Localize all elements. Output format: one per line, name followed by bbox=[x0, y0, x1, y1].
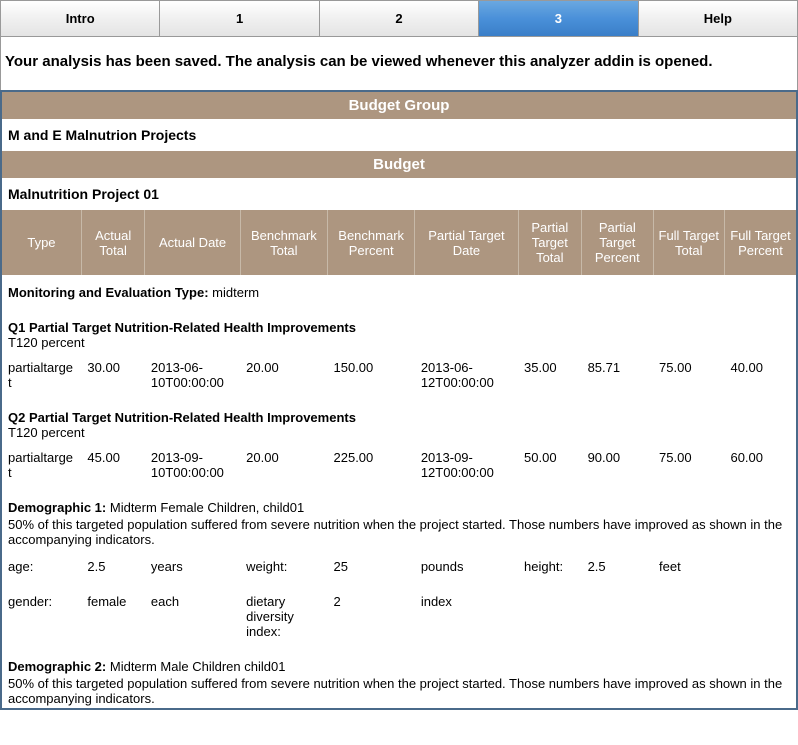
cell: partialtarget bbox=[2, 440, 81, 490]
cell: 20.00 bbox=[240, 440, 327, 490]
cell: 2013-09-12T00:00:00 bbox=[415, 440, 518, 490]
tab-3[interactable]: 3 bbox=[479, 1, 638, 36]
cell: height: bbox=[518, 549, 582, 584]
cell: 90.00 bbox=[582, 440, 653, 490]
cell: 2013-06-10T00:00:00 bbox=[145, 350, 240, 400]
cell: 20.00 bbox=[240, 350, 327, 400]
cell: 75.00 bbox=[653, 440, 724, 490]
cell: dietary diversity index: bbox=[240, 584, 327, 649]
budget-group-header: Budget Group bbox=[2, 92, 796, 119]
cell: feet bbox=[653, 549, 724, 584]
monitoring-label: Monitoring and Evaluation Type: bbox=[8, 285, 209, 300]
q1-title-row: Q1 Partial Target Nutrition-Related Heal… bbox=[2, 310, 796, 350]
cell: 225.00 bbox=[328, 440, 415, 490]
cell: years bbox=[145, 549, 240, 584]
q1-title: Q1 Partial Target Nutrition-Related Heal… bbox=[8, 320, 790, 335]
cell: weight: bbox=[240, 549, 327, 584]
cell: index bbox=[415, 584, 518, 649]
demo1-title: Midterm Female Children, child01 bbox=[110, 500, 304, 515]
demo2-title-row: Demographic 2: Midterm Male Children chi… bbox=[2, 649, 796, 708]
tab-2[interactable]: 2 bbox=[320, 1, 479, 36]
budget-group-title: M and E Malnutrion Projects bbox=[2, 119, 796, 151]
cell: 45.00 bbox=[81, 440, 145, 490]
cell: each bbox=[145, 584, 240, 649]
cell: 2.5 bbox=[582, 549, 653, 584]
cell: 2 bbox=[328, 584, 415, 649]
demo1-row1: age: 2.5 years weight: 25 pounds height:… bbox=[2, 549, 796, 584]
cell: 25 bbox=[328, 549, 415, 584]
cell bbox=[518, 584, 582, 649]
cell: 50.00 bbox=[518, 440, 582, 490]
cell: age: bbox=[2, 549, 81, 584]
cell: 40.00 bbox=[724, 350, 796, 400]
budget-header: Budget bbox=[2, 151, 796, 178]
cell: 2013-06-12T00:00:00 bbox=[415, 350, 518, 400]
data-table: Type Actual Total Actual Date Benchmark … bbox=[2, 210, 796, 708]
col-full-total: Full Target Total bbox=[653, 210, 724, 275]
col-type: Type bbox=[2, 210, 81, 275]
tab-intro[interactable]: Intro bbox=[1, 1, 160, 36]
demo1-title-row: Demographic 1: Midterm Female Children, … bbox=[2, 490, 796, 549]
col-partial-total: Partial Target Total bbox=[518, 210, 582, 275]
col-bench-percent: Benchmark Percent bbox=[328, 210, 415, 275]
cell: 85.71 bbox=[582, 350, 653, 400]
table-header-row: Type Actual Total Actual Date Benchmark … bbox=[2, 210, 796, 275]
demo1-desc: 50% of this targeted population suffered… bbox=[8, 517, 790, 547]
cell: 30.00 bbox=[81, 350, 145, 400]
demo1-label: Demographic 1: bbox=[8, 500, 106, 515]
col-bench-total: Benchmark Total bbox=[240, 210, 327, 275]
cell: 35.00 bbox=[518, 350, 582, 400]
cell: female bbox=[81, 584, 145, 649]
cell: gender: bbox=[2, 584, 81, 649]
q1-sub: T120 percent bbox=[8, 335, 790, 350]
demo1-row2: gender: female each dietary diversity in… bbox=[2, 584, 796, 649]
cell: 150.00 bbox=[328, 350, 415, 400]
q2-title-row: Q2 Partial Target Nutrition-Related Heal… bbox=[2, 400, 796, 440]
cell bbox=[724, 549, 796, 584]
cell: 2.5 bbox=[81, 549, 145, 584]
q1-data-row: partialtarget 30.00 2013-06-10T00:00:00 … bbox=[2, 350, 796, 400]
monitoring-row: Monitoring and Evaluation Type: midterm bbox=[2, 275, 796, 310]
save-message: Your analysis has been saved. The analys… bbox=[0, 37, 798, 90]
cell bbox=[582, 584, 653, 649]
q2-title: Q2 Partial Target Nutrition-Related Heal… bbox=[8, 410, 790, 425]
demo2-desc: 50% of this targeted population suffered… bbox=[8, 676, 790, 706]
cell: 75.00 bbox=[653, 350, 724, 400]
tab-bar: Intro 1 2 3 Help bbox=[0, 0, 798, 37]
monitoring-value: midterm bbox=[212, 285, 259, 300]
cell bbox=[724, 584, 796, 649]
q2-data-row: partialtarget 45.00 2013-09-10T00:00:00 … bbox=[2, 440, 796, 490]
col-partial-percent: Partial Target Percent bbox=[582, 210, 653, 275]
cell bbox=[653, 584, 724, 649]
budget-panel: Budget Group M and E Malnutrion Projects… bbox=[0, 90, 798, 710]
cell: 60.00 bbox=[724, 440, 796, 490]
cell: pounds bbox=[415, 549, 518, 584]
cell: partialtarget bbox=[2, 350, 81, 400]
demo2-label: Demographic 2: bbox=[8, 659, 106, 674]
q2-sub: T120 percent bbox=[8, 425, 790, 440]
col-actual-total: Actual Total bbox=[81, 210, 145, 275]
cell: 2013-09-10T00:00:00 bbox=[145, 440, 240, 490]
budget-title: Malnutrition Project 01 bbox=[2, 178, 796, 210]
demo2-title: Midterm Male Children child01 bbox=[110, 659, 286, 674]
col-partial-date: Partial Target Date bbox=[415, 210, 518, 275]
tab-1[interactable]: 1 bbox=[160, 1, 319, 36]
col-full-percent: Full Target Percent bbox=[724, 210, 796, 275]
col-actual-date: Actual Date bbox=[145, 210, 240, 275]
tab-help[interactable]: Help bbox=[639, 1, 797, 36]
